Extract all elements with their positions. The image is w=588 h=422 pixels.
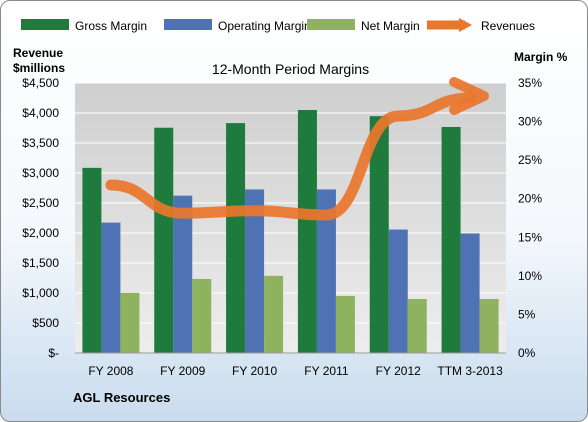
y-left-tick-label: $2,500 — [22, 196, 59, 210]
y-left-axis-label-units: $millions — [13, 61, 65, 75]
legend-label-revenues: Revenues — [481, 19, 535, 33]
x-tick-label: TTM 3-2013 — [437, 364, 503, 378]
bar-net-margin — [264, 275, 284, 353]
bar-net-margin — [479, 299, 499, 353]
legend-label-operating-margin: Operating Margin — [218, 19, 311, 33]
y-right-axis-label: Margin % — [514, 50, 568, 64]
bar-gross-margin — [226, 123, 246, 353]
revenues-arrowhead — [449, 77, 490, 115]
x-tick-label: FY 2008 — [88, 364, 133, 378]
y-right-tick-label: 10% — [518, 269, 542, 283]
y-right-tick-label: 5% — [518, 307, 536, 321]
chart-title: 12-Month Period Margins — [212, 61, 369, 77]
y-left-axis-label: Revenue — [13, 46, 63, 60]
bar-gross-margin — [297, 110, 317, 353]
legend-label-net-margin: Net Margin — [361, 19, 420, 33]
legend-swatch-net-margin — [307, 19, 355, 30]
bar-gross-margin — [441, 126, 461, 353]
x-tick-label: FY 2009 — [160, 364, 205, 378]
bar-gross-margin — [369, 116, 389, 354]
bar-operating-margin — [245, 189, 265, 353]
legend-arrow-revenues — [459, 18, 472, 32]
y-right-tick-label: 35% — [518, 76, 542, 90]
y-right-tick-label: 30% — [518, 115, 542, 129]
y-left-tick-label: $3,000 — [22, 166, 59, 180]
legend-label-gross-margin: Gross Margin — [75, 19, 147, 33]
y-right-tick-label: 15% — [518, 230, 542, 244]
y-left-tick-label: $4,000 — [22, 106, 59, 120]
bar-operating-margin — [173, 195, 193, 353]
y-left-tick-label: $1,000 — [22, 286, 59, 300]
company-label: AGL Resources — [73, 390, 170, 405]
bar-gross-margin — [82, 167, 102, 353]
y-left-tick-label: $500 — [32, 316, 59, 330]
x-tick-label: FY 2011 — [304, 364, 349, 378]
y-left-tick-label: $4,500 — [22, 76, 59, 90]
bar-operating-margin — [388, 229, 408, 353]
bar-operating-margin — [316, 189, 336, 353]
revenues-line — [105, 92, 476, 221]
bar-net-margin — [407, 299, 427, 353]
x-tick-label: FY 2012 — [376, 364, 421, 378]
y-left-tick-label: $3,500 — [22, 136, 59, 150]
bar-gross-margin — [154, 127, 174, 353]
legend-swatch-gross-margin — [21, 19, 69, 30]
x-tick-label: FY 2010 — [232, 364, 277, 378]
bar-net-margin — [335, 295, 355, 353]
y-right-tick-label: 20% — [518, 192, 542, 206]
legend-swatch-operating-margin — [164, 19, 212, 30]
bar-net-margin — [192, 278, 212, 353]
y-right-tick-label: 0% — [518, 346, 536, 360]
y-left-tick-label: $1,500 — [22, 256, 59, 270]
bar-operating-margin — [460, 233, 480, 353]
y-right-tick-label: 25% — [518, 153, 542, 167]
y-left-tick-label: $2,000 — [22, 226, 59, 240]
bar-net-margin — [120, 292, 140, 353]
bar-operating-margin — [101, 222, 121, 353]
y-left-tick-label: $- — [48, 346, 59, 360]
